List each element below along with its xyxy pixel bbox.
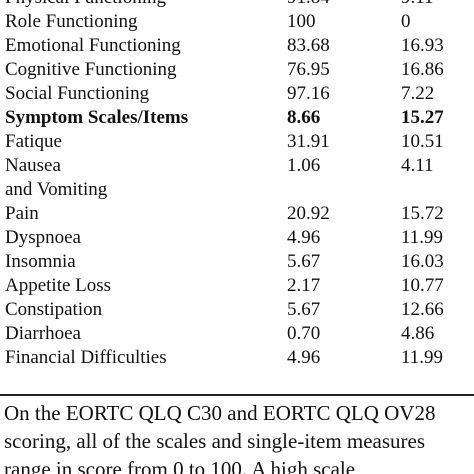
qlq-scores-table: Physical Functioning 91.84 9.11 Role Fun… [0,0,474,372]
row-label: Cognitive Functioning [5,59,177,80]
row-label: Pain [5,203,39,224]
row-label: Appetite Loss [5,275,112,296]
row-mean: 8.66 [287,107,321,128]
row-mean: 1.06 [287,155,321,176]
row-sd: 4.86 [401,323,435,344]
row-mean: 4.96 [287,347,321,368]
table-footnote: On the EORTC QLQ C30 and EORTC QLQ OV28 … [4,399,474,474]
row-sd: 15.72 [401,203,444,224]
row-mean: 76.95 [287,59,330,80]
table-row: Insomnia 5.67 16.03 [0,250,474,274]
row-sd: 9.11 [401,0,474,10]
row-sd: 16.86 [401,59,444,80]
row-sd: 10.51 [401,131,444,152]
row-sd: 15.27 [401,107,444,128]
table-row: Social Functioning 97.16 7.22 [0,82,474,106]
table-row: Diarrhoea 0.70 4.86 [0,322,474,346]
row-label: Constipation [5,299,103,320]
row-mean: 5.67 [287,251,321,272]
table-row: Role Functioning 100 0 [0,10,474,34]
row-sd: 16.03 [401,251,444,272]
table-row: Physical Functioning 91.84 9.11 [0,0,474,10]
row-label: Financial Difficulties [5,347,167,368]
row-mean: 20.92 [287,203,330,224]
row-label: Social Functioning [5,83,150,104]
table-row: Emotional Functioning 83.68 16.93 [0,34,474,58]
table-row: Fatique 31.91 10.51 [0,130,474,154]
row-mean: 97.16 [287,83,330,104]
row-sd: 4.11 [401,155,434,176]
row-sd: 11.99 [401,227,444,248]
row-mean: 5.67 [287,299,321,320]
row-label: Role Functioning [5,11,138,32]
row-label: Fatique [5,131,62,152]
row-label: Nausea and Vomiting [0,154,287,202]
row-mean: 83.68 [287,35,330,56]
footnote-line: scoring, all of the scales and single-it… [4,429,426,453]
row-mean: 100 [287,11,316,32]
row-sd: 16.93 [401,35,444,56]
row-sd: 0 [401,11,411,32]
row-mean: 0.70 [287,323,321,344]
row-label: Symptom Scales/Items [5,107,189,128]
footnote-line: range in score from 0 to 100. A high sca… [4,457,356,474]
table-row: Nausea and Vomiting 1.06 4.11 [0,154,474,202]
table-row: Appetite Loss 2.17 10.77 [0,274,474,298]
row-label: Diarrhoea [5,323,81,344]
table-row: Financial Difficulties 4.96 11.99 [0,346,474,372]
row-mean: 91.84 [287,0,401,10]
row-label-line: Nausea [5,155,61,176]
row-mean: 31.91 [287,131,330,152]
table-bottom-rule [0,394,474,396]
table-row: Pain 20.92 15.72 [0,202,474,226]
row-mean: 2.17 [287,275,321,296]
row-sd: 7.22 [401,83,435,104]
footnote-line: On the EORTC QLQ C30 and EORTC QLQ OV28 [4,401,436,425]
row-label: Insomnia [5,251,76,272]
row-sd: 12.66 [401,299,444,320]
table-row-section-header: Symptom Scales/Items 8.66 15.27 [0,106,474,130]
row-sd: 10.77 [401,275,444,296]
row-label: Dyspnoea [5,227,81,248]
table-row: Constipation 5.67 12.66 [0,298,474,322]
row-mean: 4.96 [287,227,321,248]
table-row: Dyspnoea 4.96 11.99 [0,226,474,250]
row-label: Physical Functioning [0,0,287,10]
table-row: Cognitive Functioning 76.95 16.86 [0,58,474,82]
row-sd: 11.99 [401,347,444,368]
row-label-line: and Vomiting [5,179,108,200]
row-label: Emotional Functioning [5,35,181,56]
